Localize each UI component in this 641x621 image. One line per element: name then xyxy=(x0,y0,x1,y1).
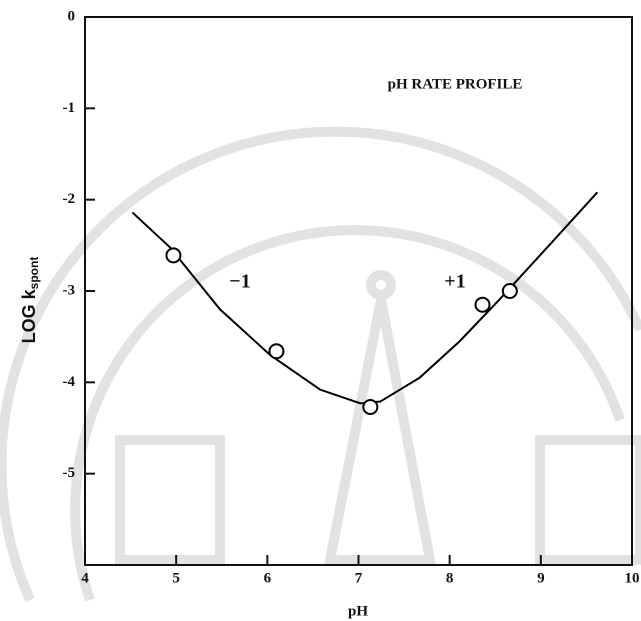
y-axis-label-sub: spont xyxy=(27,257,41,290)
x-axis-label: pH xyxy=(348,603,368,619)
y-tick-label: -4 xyxy=(63,374,76,390)
x-tick-label: 5 xyxy=(172,570,180,586)
data-point xyxy=(475,298,489,312)
plot-frame xyxy=(85,17,632,565)
x-tick-label: 6 xyxy=(264,570,272,586)
x-tick-label: 10 xyxy=(625,570,640,586)
data-point xyxy=(166,248,180,262)
y-axis-label: LOG kspont xyxy=(19,257,41,344)
x-tick-label: 8 xyxy=(446,570,454,586)
y-tick-label: 0 xyxy=(68,8,76,24)
x-tick-label: 4 xyxy=(81,570,89,586)
data-point xyxy=(269,344,283,358)
x-tick-label: 9 xyxy=(537,570,545,586)
y-tick-label: -3 xyxy=(63,282,76,298)
data-point xyxy=(503,284,517,298)
y-tick-label: -1 xyxy=(63,100,76,116)
annotation: pH RATE PROFILE xyxy=(388,76,523,92)
x-tick-label: 7 xyxy=(355,570,363,586)
annotation: +1 xyxy=(444,271,465,293)
annotation: −1 xyxy=(229,271,250,293)
data-point xyxy=(363,400,377,414)
y-tick-label: -2 xyxy=(63,191,76,207)
y-axis-label-main: LOG k xyxy=(19,288,39,343)
y-tick-label: -5 xyxy=(63,465,76,481)
watermark xyxy=(2,132,640,600)
chart: pH RATE PROFILE −1 +1 pH LOG kspont 4 5 6 7… xyxy=(0,0,641,621)
